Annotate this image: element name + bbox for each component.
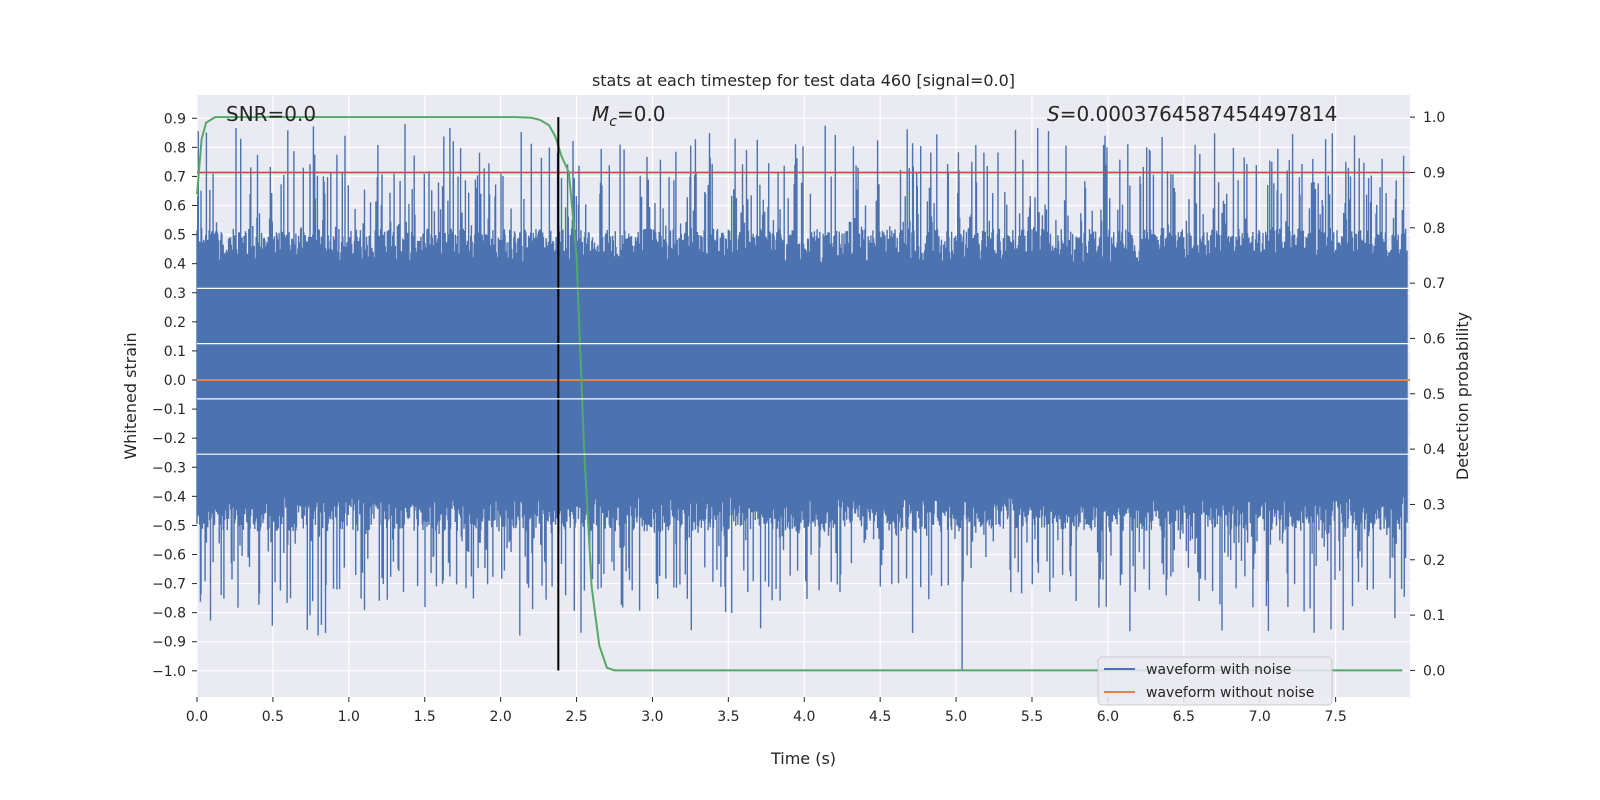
annotation-mc-value: =0.0 [617, 102, 666, 126]
y-tick-label: −1.0 [152, 664, 186, 680]
x-tick-label: 2.0 [489, 709, 511, 725]
legend-label-waveform-without-noise: waveform without noise [1146, 685, 1314, 701]
y-tick-label: 0.4 [164, 257, 186, 273]
x-tick-label: 2.5 [565, 709, 587, 725]
annotation-chirp-mass: Mc=0.0 [592, 102, 666, 130]
x-tick-label: 5.0 [945, 709, 967, 725]
x-axis-ticks: 0.0 0.5 1.0 1.5 2.0 2.5 3.0 3.5 4.0 4.5 5.0 5.5 6.0 6… [186, 697, 1347, 725]
y-tick-label: −0.9 [152, 635, 186, 651]
x-tick-label: 0.5 [262, 709, 284, 725]
y-tick-label: −0.4 [152, 489, 186, 505]
y-tick-label: 0.7 [164, 169, 186, 185]
x-tick-label: 0.0 [186, 709, 208, 725]
y2-tick-label: 1.0 [1423, 110, 1445, 126]
chart-title: stats at each timestep for test data 460… [592, 71, 1015, 90]
y2-tick-label: 0.7 [1423, 276, 1445, 292]
y-tick-label: 0.9 [164, 111, 186, 127]
x-axis-label: Time (s) [770, 749, 836, 768]
y-tick-label: −0.1 [152, 402, 186, 418]
y2-tick-label: 0.9 [1423, 165, 1445, 181]
legend: waveform with noise waveform without noi… [1097, 656, 1333, 706]
annotation-s-value: =0.0003764587454497814 [1060, 102, 1338, 126]
legend-box [1097, 656, 1333, 706]
y2-tick-label: 0.6 [1423, 331, 1445, 347]
annotation-mc-subscript: c [609, 114, 617, 130]
y-tick-label: 0.8 [164, 140, 186, 156]
y2-tick-label: 0.4 [1423, 442, 1445, 458]
annotation-mc-symbol: M [592, 102, 609, 126]
x-tick-label: 7.0 [1249, 709, 1271, 725]
annotation-score: S=0.0003764587454497814 [1047, 102, 1337, 126]
x-tick-label: 3.0 [641, 709, 663, 725]
y2-axis-ticks: 1.0 0.9 0.8 0.7 0.6 0.5 0.4 0.3 0.2 0.1 0.0 [1410, 110, 1445, 679]
y-tick-label: −0.7 [152, 577, 186, 593]
series-detection-probability [196, 116, 1403, 672]
x-tick-label: 6.0 [1097, 709, 1119, 725]
y2-tick-label: 0.8 [1423, 221, 1445, 237]
y-tick-label: 0.5 [164, 228, 186, 244]
y-tick-label: −0.6 [152, 547, 186, 563]
y2-tick-label: 0.5 [1423, 387, 1445, 403]
y-tick-label: −0.2 [152, 431, 186, 447]
y2-tick-label: 0.0 [1423, 663, 1445, 679]
x-tick-label: 3.5 [717, 709, 739, 725]
x-tick-label: 5.5 [1021, 709, 1043, 725]
annotation-s-symbol: S [1047, 102, 1060, 126]
y-axis-label: Whitened strain [121, 332, 140, 459]
legend-label-waveform-with-noise: waveform with noise [1146, 662, 1291, 678]
y-tick-label: −0.5 [152, 518, 186, 534]
series-layer [196, 116, 1410, 672]
x-tick-label: 4.0 [793, 709, 815, 725]
y2-tick-label: 0.3 [1423, 497, 1445, 513]
x-tick-label: 7.5 [1324, 709, 1346, 725]
y2-tick-label: 0.2 [1423, 553, 1445, 569]
y-tick-label: −0.8 [152, 606, 186, 622]
x-tick-label: 4.5 [869, 709, 891, 725]
x-tick-label: 1.0 [338, 709, 360, 725]
annotation-snr: SNR=0.0 [226, 102, 316, 126]
y-tick-label: 0.2 [164, 315, 186, 331]
x-tick-label: 1.5 [414, 709, 436, 725]
y-tick-label: 0.6 [164, 199, 186, 215]
x-tick-label: 6.5 [1173, 709, 1195, 725]
y2-tick-label: 0.1 [1423, 608, 1445, 624]
y-tick-label: −0.3 [152, 460, 186, 476]
y-tick-label: 0.0 [164, 373, 186, 389]
y-tick-label: 0.1 [164, 344, 186, 360]
y-axis-ticks: 0.9 0.8 0.7 0.6 0.5 0.4 0.3 0.2 0.1 0.0 −0.1 −0.2 −0… [152, 111, 197, 680]
y-tick-label: 0.3 [164, 286, 186, 302]
y2-axis-label: Detection probability [1453, 312, 1472, 480]
